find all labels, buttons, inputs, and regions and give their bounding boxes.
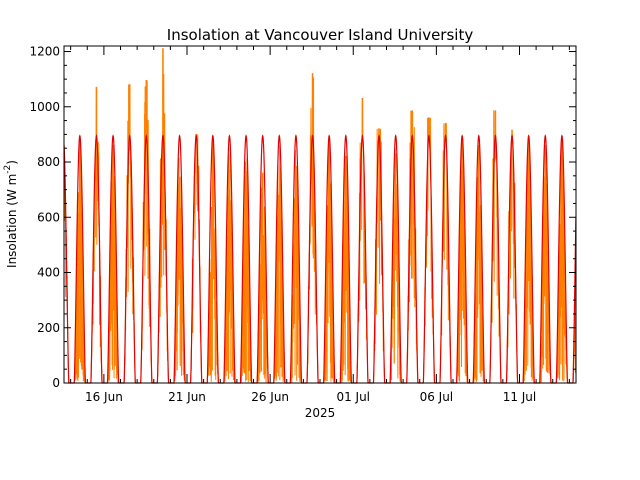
series-measured [63,48,577,384]
y-tick-label: 800 [37,155,60,169]
x-tick-label: 16 Jun [85,390,123,404]
x-tick-label: 11 Jul [503,390,537,404]
y-tick-label: 600 [37,210,60,224]
x-tick-label: 06 Jul [420,390,454,404]
x-tick-label: 26 Jun [251,390,289,404]
y-tick-label: 200 [37,321,60,335]
clear-sky-line [63,134,577,384]
series-clear-sky [63,134,577,384]
x-tick-label: 01 Jul [336,390,370,404]
y-tick-label: 1200 [29,45,60,59]
y-tick-label: 0 [52,376,60,390]
chart-title: Insolation at Vancouver Island Universit… [167,26,474,44]
y-tick-label: 1000 [29,100,60,114]
y-axis: 0 200 400 600 800 1000 1200 [29,45,576,390]
measured-line [63,48,577,384]
x-axis: 16 Jun 21 Jun 26 Jun 01 Jul 06 Jul 11 Jul [70,46,570,404]
x-tick-label: 21 Jun [168,390,206,404]
x-axis-label: 2025 [305,406,336,420]
y-axis-label: Insolation (W m-2) [3,160,19,268]
y-tick-label: 400 [37,266,60,280]
